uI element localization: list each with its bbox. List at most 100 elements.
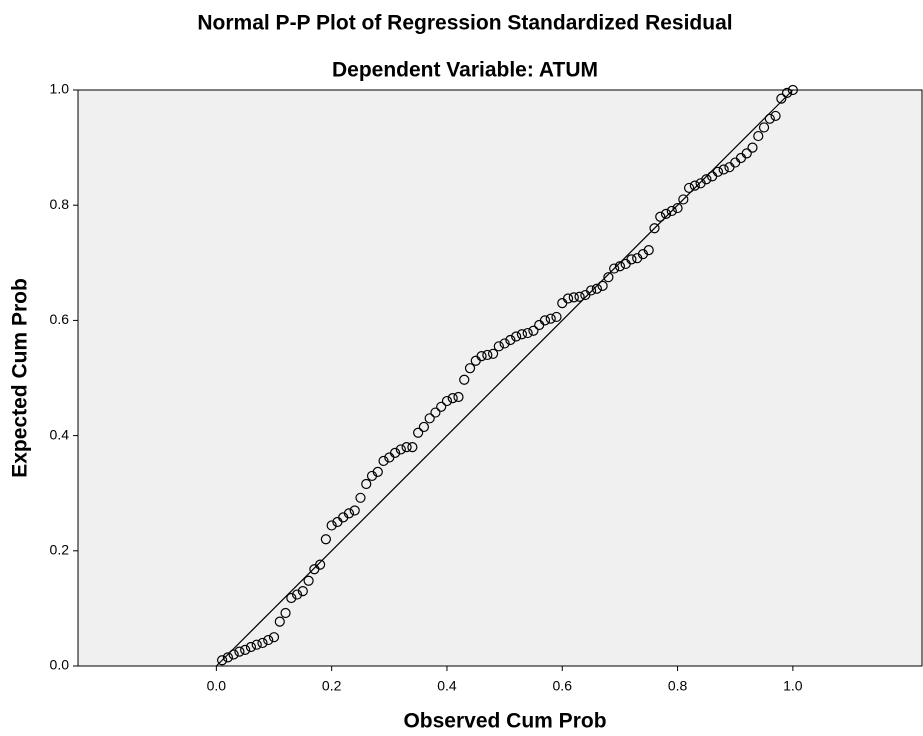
point [389, 447, 401, 458]
point [649, 223, 660, 234]
chart-subtitle: Dependent Variable: ATUM [332, 59, 598, 82]
point [753, 130, 764, 142]
x-tick-label: 1.0 [783, 678, 803, 694]
point [413, 427, 424, 438]
point [303, 575, 314, 586]
point [430, 407, 441, 418]
point [349, 505, 360, 516]
point [326, 520, 337, 531]
point [320, 534, 331, 545]
point [597, 280, 608, 291]
point [758, 122, 770, 133]
point [522, 327, 533, 339]
point [263, 634, 274, 646]
point [701, 174, 712, 185]
point [240, 644, 251, 655]
x-tick-label: 0.0 [207, 678, 227, 694]
point [401, 442, 412, 453]
point [655, 211, 666, 222]
point [747, 142, 758, 153]
point [614, 261, 626, 272]
y-tick-label: 0.4 [50, 426, 70, 442]
point [372, 466, 383, 477]
point [280, 607, 291, 619]
point [453, 391, 464, 403]
point [718, 164, 729, 175]
point [568, 292, 579, 303]
point [274, 616, 285, 627]
point [666, 205, 677, 217]
point [395, 444, 406, 455]
y-tick-label: 0.0 [50, 657, 70, 673]
point [643, 245, 654, 256]
point [441, 395, 453, 407]
plot-area [77, 89, 923, 667]
point [315, 559, 326, 570]
point [482, 349, 493, 361]
point [361, 478, 372, 490]
x-axis-title: Observed Cum Prob [403, 710, 606, 733]
point [770, 110, 781, 122]
point [787, 84, 798, 96]
x-tick-label: 0.8 [668, 678, 688, 694]
y-axis-title: Expected Cum Prob [9, 278, 32, 478]
point [355, 492, 366, 503]
point [776, 93, 787, 104]
point [626, 254, 637, 265]
point [268, 632, 280, 643]
point [539, 315, 551, 326]
point [407, 442, 418, 453]
y-tick-label: 1.0 [50, 81, 70, 97]
point [222, 652, 233, 663]
point [459, 374, 470, 385]
point [251, 639, 262, 650]
point [689, 180, 700, 191]
point [291, 589, 303, 600]
x-tick-label: 0.4 [437, 678, 457, 694]
point [343, 508, 355, 519]
point [528, 325, 539, 336]
x-tick-label: 0.6 [553, 678, 573, 694]
y-tick-label: 0.8 [50, 196, 70, 212]
point [447, 393, 458, 404]
point [591, 283, 602, 294]
point [511, 331, 522, 342]
point [545, 313, 556, 324]
point [683, 182, 695, 194]
point [228, 649, 239, 660]
point [378, 455, 389, 467]
point [678, 194, 689, 205]
point [574, 291, 585, 302]
point [245, 641, 257, 653]
y-tick-label: 0.6 [50, 311, 70, 327]
point [741, 148, 752, 159]
chart-title: Normal P-P Plot of Regression Standardiz… [197, 12, 732, 35]
point [424, 413, 435, 424]
point [781, 87, 793, 98]
point [499, 338, 510, 349]
point [476, 351, 487, 362]
point [464, 363, 476, 374]
point [712, 166, 724, 177]
point [585, 285, 597, 296]
y-tick-label: 0.2 [50, 542, 70, 558]
point [257, 637, 268, 649]
point [418, 421, 430, 433]
point [660, 208, 672, 219]
point [505, 334, 516, 346]
point [609, 263, 620, 274]
point [672, 202, 683, 214]
point [234, 646, 245, 657]
point [764, 113, 775, 124]
point [286, 592, 297, 604]
point [297, 586, 308, 597]
point [436, 401, 447, 412]
point [493, 341, 504, 352]
point [516, 329, 528, 340]
point [551, 311, 562, 323]
point [217, 655, 228, 666]
point [487, 348, 499, 359]
point [562, 293, 574, 304]
x-tick-label: 0.2 [322, 678, 342, 694]
